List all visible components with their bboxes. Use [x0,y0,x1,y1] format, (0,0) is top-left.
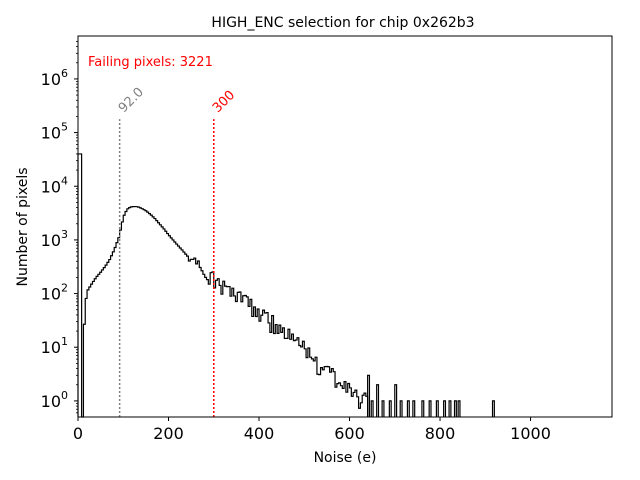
y-tick-label: 100 [41,389,68,411]
y-axis-ticks: 100 101 102 103 104 105 106 [41,41,78,414]
plot-frame [77,35,613,418]
histogram-tail-bin [448,400,452,417]
histogram-tail-bin [399,400,403,417]
histogram-tail-bin [443,400,447,417]
y-tick-label: 104 [41,174,68,196]
histogram-tail-bin [412,400,416,417]
x-axis-label: Noise (e) [314,450,377,466]
histogram-tail-bin [381,400,385,417]
x-tick-label: 1000 [510,424,551,443]
x-tick-label: 200 [153,424,184,443]
x-axis-ticks: 0 200 400 600 800 1000 [73,417,551,443]
histogram-tail-bin [435,400,439,417]
y-axis-label: Number of pixels [15,167,31,286]
histogram-tail-bin [388,400,392,417]
y-tick-label: 105 [41,121,68,143]
x-tick-label: 0 [73,424,83,443]
y-tick-label: 101 [41,335,68,357]
y-tick-label: 102 [41,282,68,304]
histogram-tail-bin [394,384,398,417]
histogram-tail-bin [428,400,432,417]
histogram-tail-bin [370,400,374,417]
histogram-layer [77,153,495,418]
chart-title: HIGH_ENC selection for chip 0x262b3 [211,15,474,31]
y-tick-label: 103 [41,228,68,250]
histogram-tail-bin [421,400,425,417]
failing-pixels-annotation: Failing pixels: 3221 [88,55,213,70]
histogram-tail-bin [457,400,461,417]
histogram-tail-bin [376,384,380,417]
histogram-tail-bin [367,374,371,417]
histogram-tail-bin [491,400,495,417]
histogram-tail-bin [453,400,457,417]
histogram-tail-bin [406,400,410,417]
x-tick-label: 800 [425,424,456,443]
histogram-step-line [77,153,369,418]
x-tick-label: 600 [334,424,365,443]
y-tick-label: 106 [41,67,68,89]
x-tick-label: 400 [244,424,275,443]
